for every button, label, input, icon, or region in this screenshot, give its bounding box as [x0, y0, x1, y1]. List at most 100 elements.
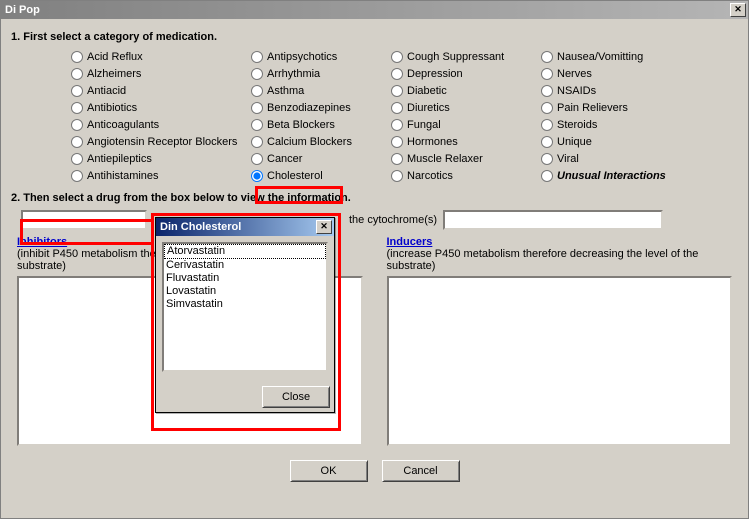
radio-input[interactable] — [391, 51, 403, 63]
radio-input[interactable] — [251, 153, 263, 165]
radio-input[interactable] — [251, 68, 263, 80]
category-radio-cholesterol[interactable]: Cholesterol — [251, 168, 391, 184]
radio-input[interactable] — [71, 119, 83, 131]
category-radio-unique[interactable]: Unique — [541, 134, 691, 150]
category-radio-alzheimers[interactable]: Alzheimers — [71, 66, 251, 82]
window-title: Di Pop — [5, 4, 40, 16]
radio-input[interactable] — [71, 102, 83, 114]
category-radio-asthma[interactable]: Asthma — [251, 83, 391, 99]
inducers-column: Inducers (increase P450 metabolism there… — [387, 236, 733, 446]
category-radio-antibiotics[interactable]: Antibiotics — [71, 100, 251, 116]
category-radio-angiotensin-receptor-blockers[interactable]: Angiotensin Receptor Blockers — [71, 134, 251, 150]
category-radio-antipsychotics[interactable]: Antipsychotics — [251, 49, 391, 65]
radio-input[interactable] — [541, 119, 553, 131]
radio-input[interactable] — [251, 170, 263, 182]
radio-input[interactable] — [541, 85, 553, 97]
category-radio-steroids[interactable]: Steroids — [541, 117, 691, 133]
radio-input[interactable] — [391, 119, 403, 131]
category-radio-nausea-vomitting[interactable]: Nausea/Vomitting — [541, 49, 691, 65]
radio-input[interactable] — [391, 85, 403, 97]
main-window: Di Pop ✕ 1. First select a category of m… — [0, 0, 749, 519]
radio-input[interactable] — [71, 136, 83, 148]
radio-input[interactable] — [251, 85, 263, 97]
category-radio-grid: Acid Reflux AntipsychoticsCough Suppressa… — [71, 49, 738, 184]
category-radio-viral[interactable]: Viral — [541, 151, 691, 167]
popup-list-item[interactable]: Cerivastatin — [164, 259, 326, 272]
radio-input[interactable] — [391, 153, 403, 165]
category-radio-nerves[interactable]: Nerves — [541, 66, 691, 82]
category-radio-diuretics[interactable]: Diuretics — [391, 100, 541, 116]
popup-close-action-button[interactable]: Close — [262, 386, 330, 408]
category-radio-nsaids[interactable]: NSAIDs — [541, 83, 691, 99]
category-radio-beta-blockers[interactable]: Beta Blockers — [251, 117, 391, 133]
radio-label: Alzheimers — [87, 68, 141, 80]
radio-input[interactable] — [391, 68, 403, 80]
radio-input[interactable] — [541, 153, 553, 165]
inhibitors-link[interactable]: Inhibitors — [17, 236, 67, 248]
category-radio-pain-relievers[interactable]: Pain Relievers — [541, 100, 691, 116]
radio-input[interactable] — [71, 68, 83, 80]
category-radio-antiepileptics[interactable]: Antiepileptics — [71, 151, 251, 167]
cancel-button[interactable]: Cancel — [382, 460, 460, 482]
category-radio-antiacid[interactable]: Antiacid — [71, 83, 251, 99]
panels-row: Inhibitors (inhibit P450 metabolism ther… — [17, 236, 732, 446]
popup-list-item[interactable]: Lovastatin — [164, 285, 326, 298]
radio-input[interactable] — [251, 119, 263, 131]
radio-input[interactable] — [541, 102, 553, 114]
ok-button[interactable]: OK — [290, 460, 368, 482]
radio-label: Acid Reflux — [87, 51, 143, 63]
category-radio-hormones[interactable]: Hormones — [391, 134, 541, 150]
inducers-link[interactable]: Inducers — [387, 236, 433, 248]
radio-input[interactable] — [541, 51, 553, 63]
popup-titlebar: Din Cholesterol ✕ — [156, 218, 334, 236]
radio-input[interactable] — [541, 68, 553, 80]
drug-input[interactable] — [21, 210, 147, 230]
category-radio-cancer[interactable]: Cancer — [251, 151, 391, 167]
popup-list-item[interactable]: Simvastatin — [164, 298, 326, 311]
category-radio-unusual-interactions[interactable]: Unusual Interactions — [541, 168, 691, 184]
radio-input[interactable] — [71, 170, 83, 182]
category-radio-acid-reflux[interactable]: Acid Reflux — [71, 49, 251, 65]
radio-input[interactable] — [391, 136, 403, 148]
popup-list-item[interactable]: Fluvastatin — [164, 272, 326, 285]
radio-label: Antibiotics — [87, 102, 137, 114]
popup-listbox[interactable]: AtorvastatinCerivastatinFluvastatinLovas… — [162, 242, 328, 372]
inducers-desc: (increase P450 metabolism therefore decr… — [387, 248, 699, 272]
radio-label: NSAIDs — [557, 85, 596, 97]
radio-input[interactable] — [251, 51, 263, 63]
category-radio-fungal[interactable]: Fungal — [391, 117, 541, 133]
popup-close-button[interactable]: ✕ — [316, 220, 332, 234]
category-radio-cough-suppressant[interactable]: Cough Suppressant — [391, 49, 541, 65]
category-radio-anticoagulants[interactable]: Anticoagulants — [71, 117, 251, 133]
radio-input[interactable] — [71, 51, 83, 63]
radio-label: Beta Blockers — [267, 119, 335, 131]
radio-input[interactable] — [71, 85, 83, 97]
popup-button-row: Close — [156, 378, 334, 412]
category-radio-diabetic[interactable]: Diabetic — [391, 83, 541, 99]
radio-input[interactable] — [391, 102, 403, 114]
cytochrome-input[interactable] — [443, 210, 663, 230]
category-radio-narcotics[interactable]: Narcotics — [391, 168, 541, 184]
radio-input[interactable] — [541, 136, 553, 148]
radio-input[interactable] — [251, 136, 263, 148]
radio-label: Cholesterol — [267, 170, 323, 182]
radio-label: Benzodiazepines — [267, 102, 351, 114]
radio-label: Arrhythmia — [267, 68, 320, 80]
category-radio-arrhythmia[interactable]: Arrhythmia — [251, 66, 391, 82]
radio-input[interactable] — [541, 170, 553, 182]
radio-input[interactable] — [71, 153, 83, 165]
radio-input[interactable] — [251, 102, 263, 114]
popup-list-item[interactable]: Atorvastatin — [164, 244, 326, 259]
inducers-listbox[interactable] — [387, 276, 733, 446]
radio-label: Unusual Interactions — [557, 170, 666, 182]
radio-label: Fungal — [407, 119, 441, 131]
radio-label: Anticoagulants — [87, 119, 159, 131]
category-radio-depression[interactable]: Depression — [391, 66, 541, 82]
window-close-button[interactable]: ✕ — [730, 3, 746, 17]
category-radio-antihistamines[interactable]: Antihistamines — [71, 168, 251, 184]
step2-label: 2. Then select a drug from the box below… — [11, 192, 738, 204]
radio-input[interactable] — [391, 170, 403, 182]
category-radio-calcium-blockers[interactable]: Calcium Blockers — [251, 134, 391, 150]
category-radio-benzodiazepines[interactable]: Benzodiazepines — [251, 100, 391, 116]
category-radio-muscle-relaxer[interactable]: Muscle Relaxer — [391, 151, 541, 167]
